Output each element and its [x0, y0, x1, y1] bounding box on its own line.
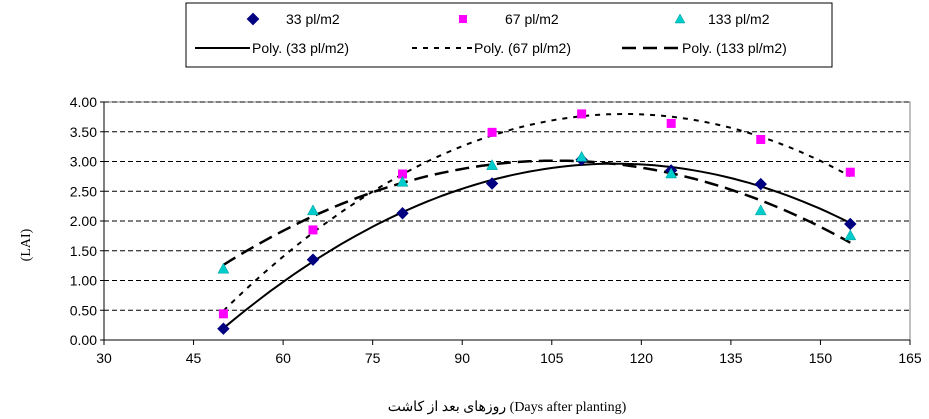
point-triangle: [754, 204, 767, 216]
trend-lines: [222, 113, 851, 330]
legend-marker-diamond: [246, 12, 260, 26]
legend-label-poly-133: Poly. (133 pl/m2): [682, 40, 787, 56]
legend-item-67: 67 pl/m2: [459, 11, 559, 27]
y-tick-label: 1.00: [70, 273, 97, 289]
legend-box: [185, 2, 833, 68]
point-square: [398, 169, 408, 179]
point-diamond: [754, 177, 767, 191]
x-tick-label: 45: [186, 350, 202, 366]
point-triangle: [396, 175, 409, 187]
y-tick-label: 2.50: [70, 183, 97, 199]
legend-item-poly-67: Poly. (67 pl/m2): [412, 40, 571, 56]
point-diamond: [485, 177, 499, 190]
legend-label-poly-67: Poly. (67 pl/m2): [474, 40, 571, 56]
x-axis-label: روزهای بعد از کاشت (Days after planting): [388, 400, 627, 415]
y-tick-label: 0.50: [70, 302, 97, 318]
legend-item-133: 133 pl/m2: [674, 11, 770, 27]
x-tick-label: 150: [809, 350, 833, 366]
legend-label-poly-33: Poly. (33 pl/m2): [252, 40, 349, 56]
point-square: [756, 134, 766, 144]
legend-item-poly-33: Poly. (33 pl/m2): [195, 40, 349, 56]
legend-marker-triangle: [674, 13, 686, 24]
y-tick-label: 1.50: [70, 243, 97, 259]
legend-marker-square: [459, 15, 467, 23]
y-axis: 0.00 0.50 1.00 1.50 2.00 2.50 3.00 3.50 4.00: [70, 94, 105, 348]
point-square: [308, 225, 318, 235]
data-points: [217, 109, 857, 335]
point-square: [666, 118, 676, 128]
legend-label-67: 67 pl/m2: [505, 11, 559, 27]
legend-label-33: 33 pl/m2: [286, 11, 340, 27]
x-tick-label: 30: [96, 350, 112, 366]
x-tick-label: 90: [454, 350, 470, 366]
legend-item-poly-133: Poly. (133 pl/m2): [622, 40, 787, 56]
x-tick-label: 165: [898, 350, 922, 366]
point-triangle: [844, 229, 857, 241]
trend-line-solid: [222, 162, 851, 330]
y-tick-label: 0.00: [70, 332, 97, 348]
y-tick-label: 4.00: [70, 94, 97, 110]
point-square: [218, 309, 228, 319]
point-diamond: [396, 207, 409, 220]
legend-label-133: 133 pl/m2: [708, 11, 770, 27]
y-tick-label: 3.00: [70, 154, 97, 170]
y-tick-label: 2.00: [70, 213, 97, 229]
x-tick-label: 135: [719, 350, 743, 366]
x-tick-label: 120: [630, 350, 654, 366]
x-tick-label: 75: [365, 350, 381, 366]
point-diamond: [217, 322, 230, 335]
gridlines: [104, 101, 910, 311]
trend-line-dashed: [222, 159, 851, 266]
plot-area: 0.00 0.50 1.00 1.50 2.00 2.50 3.00 3.50 4.00 30 4…: [70, 94, 922, 366]
y-axis-label: (LAI): [19, 228, 34, 261]
x-tick-label: 105: [540, 350, 564, 366]
point-triangle: [307, 204, 319, 216]
point-square: [487, 127, 497, 137]
y-tick-label: 3.50: [70, 124, 97, 140]
point-square: [577, 109, 587, 119]
legend-item-33: 33 pl/m2: [246, 11, 340, 27]
point-triangle: [665, 167, 678, 179]
point-square: [845, 167, 855, 177]
point-triangle: [575, 150, 588, 162]
point-triangle: [217, 262, 230, 274]
point-diamond: [306, 253, 320, 266]
legend: 33 pl/m2 67 pl/m2 133 pl/m2 Poly. (33 pl…: [185, 2, 833, 68]
x-axis: 30 45 60 75 90 105 120 135 150 165: [96, 339, 922, 366]
point-triangle: [486, 159, 498, 170]
x-tick-label: 60: [275, 350, 291, 366]
